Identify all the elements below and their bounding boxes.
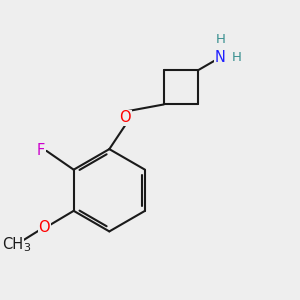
Text: H: H	[215, 33, 225, 46]
Text: CH: CH	[2, 237, 24, 252]
Text: F: F	[37, 143, 45, 158]
Text: O: O	[120, 110, 131, 125]
Text: H: H	[232, 51, 242, 64]
Text: N: N	[215, 50, 226, 65]
Text: O: O	[38, 220, 50, 235]
Text: 3: 3	[23, 243, 30, 254]
